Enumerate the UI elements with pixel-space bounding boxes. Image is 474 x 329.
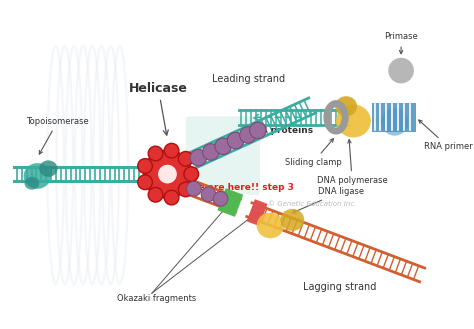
Text: Topoisomerase: Topoisomerase bbox=[27, 117, 89, 154]
Text: Leading strand: Leading strand bbox=[211, 74, 284, 85]
Circle shape bbox=[388, 58, 414, 84]
Circle shape bbox=[178, 182, 193, 197]
Text: SSB proteins: SSB proteins bbox=[225, 126, 313, 141]
Text: DNA ligase: DNA ligase bbox=[292, 187, 364, 213]
Circle shape bbox=[138, 175, 152, 190]
Circle shape bbox=[178, 151, 193, 166]
Bar bbox=[372, 103, 416, 132]
Text: Primase: Primase bbox=[384, 33, 418, 54]
Circle shape bbox=[213, 191, 228, 206]
Text: Sliding clamp: Sliding clamp bbox=[285, 139, 341, 167]
Circle shape bbox=[381, 108, 409, 136]
Text: We are here!! step 3: We are here!! step 3 bbox=[189, 183, 293, 192]
Circle shape bbox=[240, 127, 256, 143]
Circle shape bbox=[190, 149, 207, 166]
Circle shape bbox=[148, 146, 163, 161]
Ellipse shape bbox=[336, 105, 371, 138]
Ellipse shape bbox=[25, 177, 39, 190]
Ellipse shape bbox=[335, 96, 357, 116]
FancyBboxPatch shape bbox=[186, 116, 260, 195]
Circle shape bbox=[201, 187, 216, 202]
Text: © Genetic Education Inc.: © Genetic Education Inc. bbox=[268, 201, 356, 207]
Circle shape bbox=[138, 159, 152, 173]
Text: Helicase: Helicase bbox=[129, 82, 188, 135]
Ellipse shape bbox=[24, 163, 51, 189]
Ellipse shape bbox=[39, 160, 57, 177]
Circle shape bbox=[187, 182, 201, 196]
Circle shape bbox=[148, 188, 163, 202]
Circle shape bbox=[227, 132, 244, 149]
Circle shape bbox=[215, 138, 231, 155]
Ellipse shape bbox=[256, 213, 284, 238]
Circle shape bbox=[184, 167, 199, 182]
Ellipse shape bbox=[281, 209, 304, 231]
Circle shape bbox=[202, 144, 219, 160]
Circle shape bbox=[164, 190, 179, 205]
Circle shape bbox=[249, 122, 266, 139]
Circle shape bbox=[164, 143, 179, 158]
Text: Okazaki fragments: Okazaki fragments bbox=[117, 293, 196, 303]
Circle shape bbox=[157, 164, 178, 184]
Text: Lagging strand: Lagging strand bbox=[303, 283, 376, 292]
Text: RNA primer: RNA primer bbox=[419, 120, 473, 151]
Circle shape bbox=[144, 150, 191, 198]
Text: DNA polymerase: DNA polymerase bbox=[317, 139, 388, 185]
